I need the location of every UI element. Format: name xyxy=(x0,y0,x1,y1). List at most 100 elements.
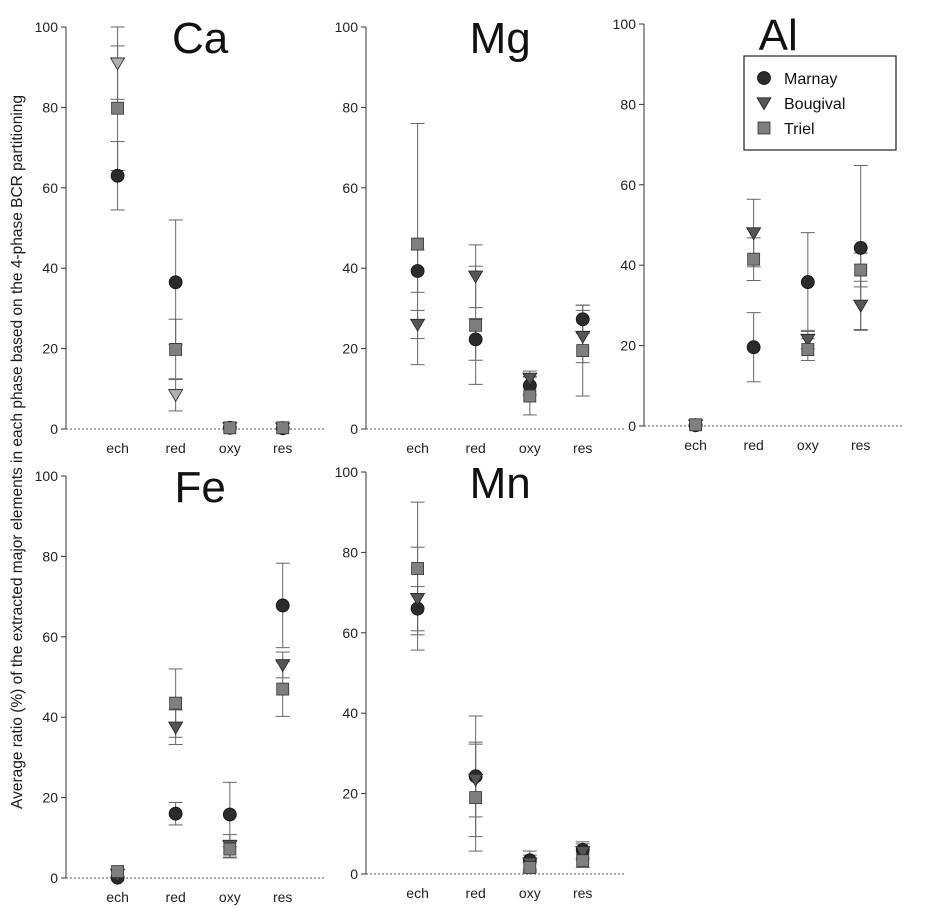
y-tick-label: 80 xyxy=(42,548,58,564)
y-tick-label: 20 xyxy=(342,786,358,802)
data-point-triel xyxy=(411,562,425,575)
x-tick-label: res xyxy=(273,440,292,456)
data-point-marnay xyxy=(168,275,183,290)
y-tick-label: 100 xyxy=(35,468,59,484)
legend-label: Marnay xyxy=(784,71,837,88)
data-point-bougival xyxy=(853,299,869,313)
legend: Marnay Bougival Triel xyxy=(743,55,897,151)
y-tick-label: 0 xyxy=(350,866,358,882)
x-tick-label: oxy xyxy=(219,889,241,905)
data-point-triel xyxy=(223,842,237,856)
data-point-triel xyxy=(854,263,868,277)
y-tick-label: 80 xyxy=(342,544,358,560)
data-point-marnay xyxy=(110,168,125,183)
data-point-bougival xyxy=(275,659,291,673)
data-point-triel xyxy=(801,343,815,357)
data-point-bougival xyxy=(109,57,126,71)
panel-title: Mn xyxy=(470,459,531,508)
x-tick-label: red xyxy=(466,440,486,456)
y-tick-label: 40 xyxy=(342,705,358,721)
data-point-triel xyxy=(111,101,124,115)
chart-panels: 0 20 40 60 80 100 ech red oxy res Ca 0 20 40 60 80 100 ec… xyxy=(35,11,902,905)
data-point-triel xyxy=(169,343,183,356)
x-tick-label: oxy xyxy=(519,885,541,901)
data-point-bougival xyxy=(467,773,484,787)
legend-label: Bougival xyxy=(784,96,845,113)
legend-marker-bougival xyxy=(756,97,772,111)
y-tick-label: 40 xyxy=(620,257,636,273)
data-point-triel xyxy=(576,854,590,868)
x-tick-label: ech xyxy=(106,440,129,456)
data-point-marnay xyxy=(468,332,483,347)
y-axis-label: Average ratio (%) of the extracted major… xyxy=(9,95,26,809)
data-point-triel xyxy=(523,389,537,403)
data-point-marnay xyxy=(168,806,183,821)
y-tick-label: 0 xyxy=(50,421,58,437)
y-tick-label: 100 xyxy=(335,464,359,480)
y-tick-label: 100 xyxy=(35,19,59,35)
chart-panel-mn: 0 20 40 60 80 100 ech red oxy res Mn xyxy=(335,459,624,901)
data-point-bougival xyxy=(167,721,184,735)
y-tick-label: 0 xyxy=(628,418,636,434)
data-point-marnay xyxy=(222,807,237,822)
data-point-triel xyxy=(111,865,124,878)
panel-title: Al xyxy=(759,11,798,60)
chart-panel-mg: 0 20 40 60 80 100 ech red oxy res Mg xyxy=(335,14,624,456)
y-tick-label: 0 xyxy=(350,421,358,437)
panel-title: Ca xyxy=(172,14,229,63)
y-tick-label: 100 xyxy=(613,16,637,32)
data-point-marnay xyxy=(853,241,868,255)
data-point-triel xyxy=(223,421,237,435)
x-tick-label: oxy xyxy=(519,440,541,456)
data-point-marnay xyxy=(746,340,761,355)
x-tick-label: red xyxy=(166,440,186,456)
x-tick-label: red xyxy=(166,889,186,905)
x-tick-label: res xyxy=(273,889,292,905)
y-tick-label: 40 xyxy=(42,709,58,725)
y-tick-label: 60 xyxy=(620,177,636,193)
panel-title: Mg xyxy=(470,14,531,63)
legend-label: Triel xyxy=(784,121,815,138)
data-point-bougival xyxy=(800,333,816,348)
y-tick-label: 20 xyxy=(342,341,358,357)
data-point-triel xyxy=(276,421,290,435)
data-point-triel xyxy=(411,237,425,251)
y-tick-label: 80 xyxy=(620,96,636,112)
x-tick-label: oxy xyxy=(219,440,241,456)
y-tick-label: 20 xyxy=(42,341,58,357)
y-tick-label: 80 xyxy=(42,99,58,115)
y-tick-label: 0 xyxy=(50,870,58,886)
data-point-triel xyxy=(469,318,483,332)
data-point-triel xyxy=(747,252,761,266)
y-tick-label: 20 xyxy=(620,338,636,354)
x-tick-label: oxy xyxy=(797,437,819,453)
y-tick-label: 40 xyxy=(342,260,358,276)
data-point-bougival xyxy=(575,846,591,860)
data-point-triel xyxy=(169,696,183,710)
y-tick-label: 40 xyxy=(42,260,58,276)
panel-title: Fe xyxy=(174,463,225,512)
y-tick-label: 60 xyxy=(342,625,358,641)
data-point-triel xyxy=(276,682,290,696)
x-tick-label: res xyxy=(851,437,870,453)
y-tick-label: 60 xyxy=(42,629,58,645)
data-point-bougival xyxy=(409,592,426,607)
data-point-triel xyxy=(469,791,483,805)
x-tick-label: ech xyxy=(406,440,429,456)
x-tick-label: ech xyxy=(406,885,429,901)
y-tick-label: 100 xyxy=(335,19,359,35)
chart-panel-ca: 0 20 40 60 80 100 ech red oxy res Ca xyxy=(35,14,324,456)
data-point-bougival xyxy=(467,270,484,284)
x-tick-label: red xyxy=(466,885,486,901)
x-tick-label: res xyxy=(573,885,592,901)
data-point-bougival xyxy=(745,227,762,241)
data-point-bougival xyxy=(575,330,591,344)
legend-marker-triel xyxy=(757,121,771,135)
y-tick-label: 20 xyxy=(42,790,58,806)
data-point-triel xyxy=(689,418,702,432)
data-point-triel xyxy=(576,344,590,358)
data-point-marnay xyxy=(575,312,590,327)
data-point-marnay xyxy=(800,275,815,289)
x-tick-label: ech xyxy=(106,889,129,905)
